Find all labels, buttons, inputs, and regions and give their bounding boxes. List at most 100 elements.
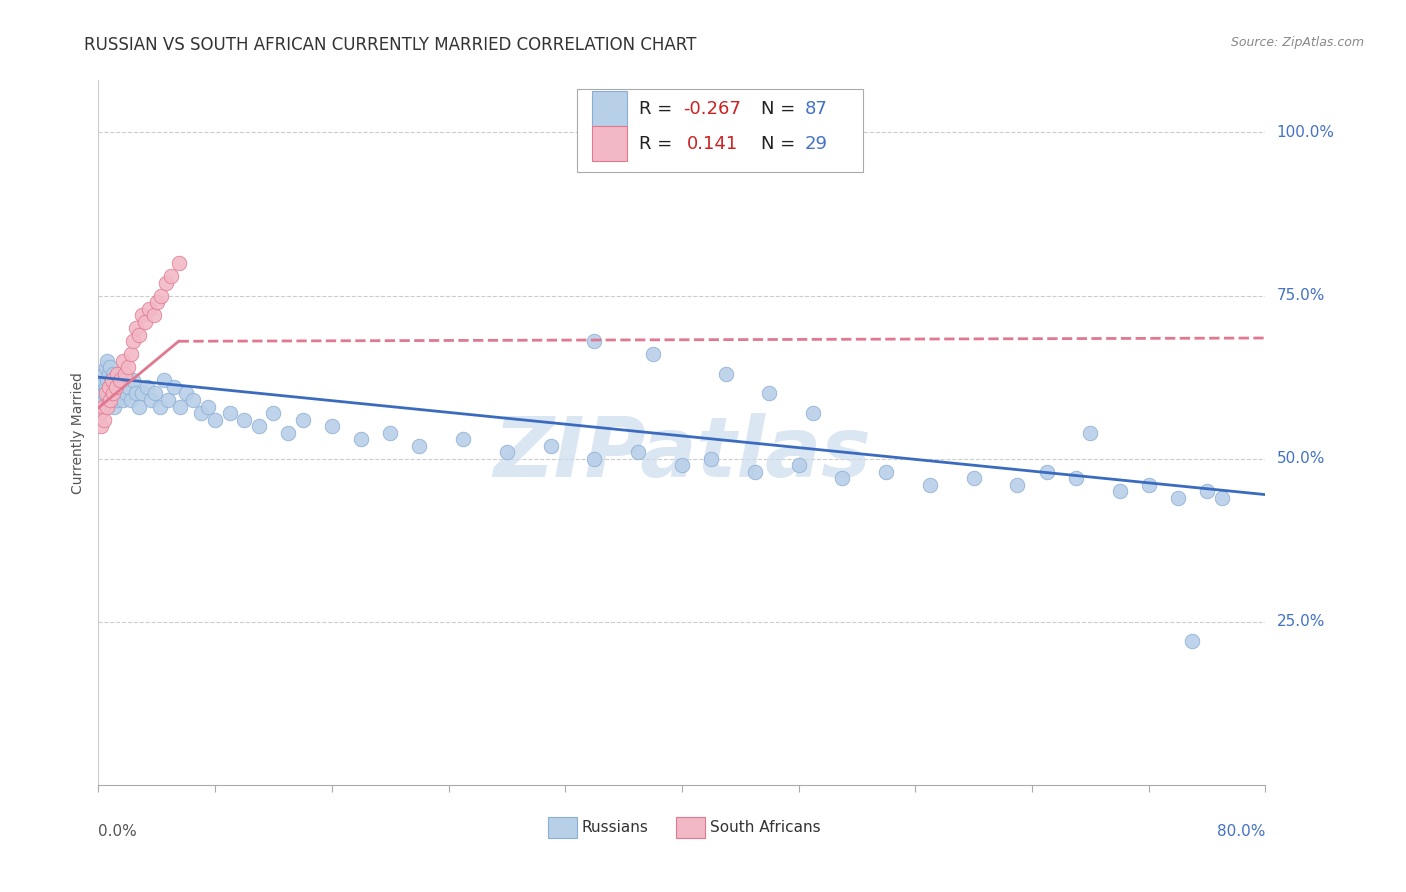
Point xyxy=(98,360,121,375)
Point xyxy=(105,392,128,407)
Y-axis label: Currently Married: Currently Married xyxy=(72,372,86,493)
Text: 0.0%: 0.0% xyxy=(98,824,138,838)
Point xyxy=(91,392,114,407)
Point xyxy=(112,354,135,368)
Text: 29: 29 xyxy=(804,136,828,153)
Point xyxy=(98,392,121,407)
Point xyxy=(247,419,270,434)
Point xyxy=(125,321,148,335)
Point xyxy=(117,380,139,394)
Point xyxy=(962,471,984,485)
Point xyxy=(138,301,160,316)
Point xyxy=(104,380,127,394)
Text: 50.0%: 50.0% xyxy=(1277,451,1324,467)
Bar xyxy=(676,817,706,838)
Point xyxy=(1064,471,1087,485)
Point xyxy=(94,360,117,375)
Point xyxy=(149,400,172,414)
Text: 0.141: 0.141 xyxy=(686,136,738,153)
Point xyxy=(831,471,853,485)
Point xyxy=(103,400,125,414)
Point xyxy=(100,373,122,387)
Point xyxy=(801,406,824,420)
Point xyxy=(103,380,125,394)
Point xyxy=(111,380,134,394)
Text: 80.0%: 80.0% xyxy=(1218,824,1265,838)
Point xyxy=(408,439,430,453)
Point xyxy=(94,386,117,401)
Point xyxy=(93,386,115,401)
Text: RUSSIAN VS SOUTH AFRICAN CURRENTLY MARRIED CORRELATION CHART: RUSSIAN VS SOUTH AFRICAN CURRENTLY MARRI… xyxy=(84,36,697,54)
Point xyxy=(918,478,941,492)
Point xyxy=(169,400,191,414)
Point xyxy=(1195,484,1218,499)
Point xyxy=(128,400,150,414)
Point xyxy=(150,288,173,302)
Point xyxy=(134,315,156,329)
Point xyxy=(112,392,135,407)
Point xyxy=(167,256,190,270)
Point xyxy=(155,276,177,290)
Bar xyxy=(592,126,627,161)
Point xyxy=(160,268,183,283)
Point xyxy=(90,400,112,414)
Point xyxy=(91,400,114,414)
Point xyxy=(96,354,118,368)
Point xyxy=(190,406,212,420)
Text: 87: 87 xyxy=(804,100,827,118)
Point xyxy=(1211,491,1233,505)
Text: N =: N = xyxy=(761,100,801,118)
Point xyxy=(744,465,766,479)
Point xyxy=(101,386,124,401)
Point xyxy=(1181,634,1204,648)
Point xyxy=(197,400,219,414)
Point xyxy=(350,432,373,446)
Point xyxy=(114,367,136,381)
Point xyxy=(101,386,124,401)
Point xyxy=(142,308,165,322)
Point xyxy=(135,380,157,394)
Point xyxy=(100,373,122,387)
Point xyxy=(125,386,148,401)
Point xyxy=(122,334,145,349)
Text: R =: R = xyxy=(638,136,678,153)
Point xyxy=(105,367,128,381)
FancyBboxPatch shape xyxy=(576,88,863,172)
Point xyxy=(117,360,139,375)
Bar xyxy=(548,817,576,838)
Point xyxy=(787,458,810,473)
Point xyxy=(97,367,120,381)
Point xyxy=(108,373,131,387)
Point xyxy=(101,367,124,381)
Text: 75.0%: 75.0% xyxy=(1277,288,1324,303)
Point xyxy=(1035,465,1057,479)
Point xyxy=(96,373,118,387)
Point xyxy=(627,445,650,459)
Point xyxy=(875,465,897,479)
Point xyxy=(1007,478,1029,492)
Point xyxy=(114,373,136,387)
Point xyxy=(94,380,117,394)
Point xyxy=(89,406,111,420)
Point xyxy=(1137,478,1160,492)
Point xyxy=(97,386,120,401)
Point xyxy=(93,367,115,381)
Point xyxy=(131,308,153,322)
Point xyxy=(163,380,186,394)
Point xyxy=(157,392,180,407)
Point xyxy=(181,392,204,407)
Point xyxy=(115,386,138,401)
Point xyxy=(1167,491,1189,505)
Point xyxy=(153,373,176,387)
Point xyxy=(131,386,153,401)
Point xyxy=(122,373,145,387)
Point xyxy=(110,386,132,401)
Text: ZIPatlas: ZIPatlas xyxy=(494,413,870,494)
Point xyxy=(291,412,314,426)
Point xyxy=(700,451,723,466)
Point xyxy=(139,392,162,407)
Point xyxy=(98,380,121,394)
Point xyxy=(583,451,606,466)
Point xyxy=(277,425,299,440)
Point xyxy=(671,458,693,473)
